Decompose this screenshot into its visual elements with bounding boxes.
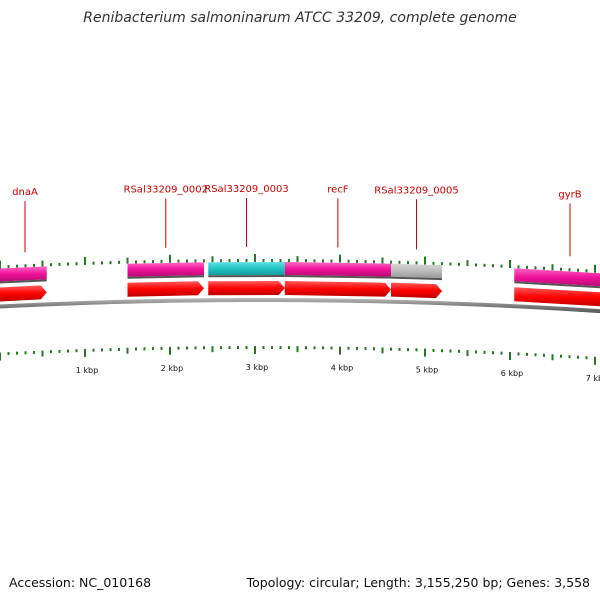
genome-summary-text: Topology: circular; Length: 3,155,250 bp… — [246, 575, 590, 590]
gene-feature-gyrB[interactable] — [514, 268, 600, 287]
gene-feature-edge — [0, 279, 47, 284]
cds-arrow-gyrB[interactable] — [514, 287, 600, 307]
scale-label: 6 kbp — [501, 369, 523, 378]
genome-backbone — [0, 298, 600, 314]
cds-track — [0, 281, 600, 307]
tick-row-top — [0, 254, 596, 273]
gene-label-gyrB[interactable]: gyrB — [558, 190, 581, 201]
gene-label-RSal33209_0002[interactable]: RSal33209_0002 — [124, 185, 208, 196]
tick-row-bottom: 1 kbp 2 kbp 3 kbp 4 kbp 5 kbp 6 kbp 7 kbp — [0, 346, 600, 383]
scale-label: 2 kbp — [161, 364, 183, 373]
cds-arrow-dnaA[interactable] — [0, 285, 47, 302]
accession-text: Accession: NC_010168 — [9, 575, 152, 590]
cds-arrow-recF[interactable] — [284, 281, 391, 297]
cds-arrow-RSal33209_0005[interactable] — [391, 282, 442, 299]
gene-label-dnaA[interactable]: dnaA — [12, 187, 38, 198]
gene-feature-edge — [208, 275, 285, 278]
feature-track — [0, 262, 600, 289]
gene-feature-edge — [514, 281, 600, 289]
map-title: Renibacterium salmoninarum ATCC 33209, c… — [83, 10, 517, 26]
gene-feature-edge — [391, 276, 442, 281]
gene-feature-dnaA[interactable] — [0, 266, 47, 282]
scale-label: 4 kbp — [331, 364, 353, 373]
gene-label-recF[interactable]: recF — [327, 184, 349, 195]
scale-label: 3 kbp — [246, 363, 268, 372]
scale-label: 7 kbp — [586, 374, 600, 383]
gene-feature-RSal33209_0002[interactable] — [127, 262, 205, 277]
gene-feature-edge — [284, 275, 391, 279]
scale-label: 1 kbp — [76, 366, 98, 375]
gene-feature-RSal33209_0003[interactable] — [208, 262, 285, 276]
scale-label: 5 kbp — [416, 366, 438, 375]
cds-arrow-RSal33209_0002[interactable] — [127, 281, 205, 297]
gene-feature-edge — [127, 275, 204, 279]
cds-arrow-RSal33209_0003[interactable] — [208, 281, 285, 296]
backbone-track — [0, 298, 600, 314]
gene-label-RSal33209_0005[interactable]: RSal33209_0005 — [374, 185, 458, 196]
gene-feature-recF[interactable] — [284, 262, 391, 277]
gene-label-RSal33209_0003[interactable]: RSal33209_0003 — [204, 184, 288, 195]
gene-feature-RSal33209_0005[interactable] — [391, 263, 442, 279]
